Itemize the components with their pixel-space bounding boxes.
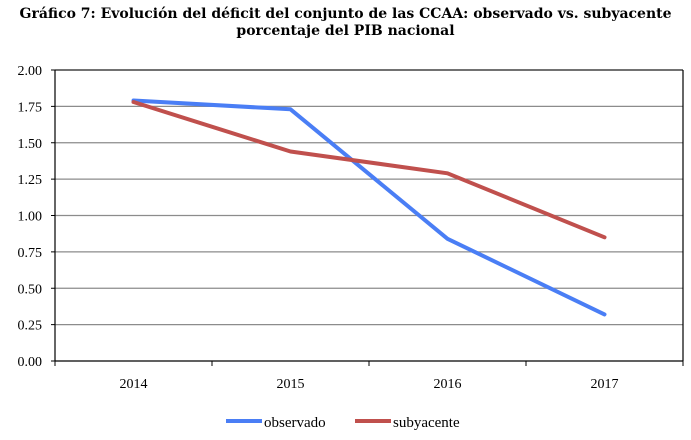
x-tick-label: 2017 [591, 377, 619, 392]
subtitle: porcentaje del PIB nacional [236, 23, 455, 39]
y-tick-label: 1.25 [18, 173, 43, 188]
series-line-subyacente [131, 100, 607, 240]
title: Gráfico 7: Evolución del déficit del con… [19, 6, 672, 22]
x-tick-label: 2014 [120, 377, 148, 392]
legend-label-observado: observado [264, 415, 326, 431]
x-tick-label: 2015 [277, 377, 305, 392]
y-tick-label: 0.50 [18, 282, 43, 297]
y-tick-label: 1.75 [18, 100, 43, 115]
chart-title: Gráfico 7: Evolución del déficit del con… [0, 6, 691, 40]
y-tick-label: 0.00 [18, 355, 43, 370]
legend-label-subyacente: subyacente [393, 415, 460, 431]
y-tick-label: 2.00 [18, 64, 43, 79]
x-tick-label: 2016 [434, 377, 462, 392]
y-tick-label: 1.50 [18, 137, 43, 152]
y-tick-label: 0.25 [18, 319, 43, 334]
y-tick-label: 0.75 [18, 246, 43, 261]
y-tick-label: 1.00 [18, 210, 43, 225]
series-line-observado [131, 98, 607, 317]
